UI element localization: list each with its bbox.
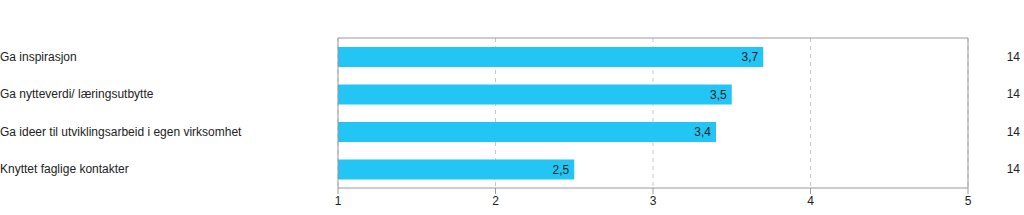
svg-text:2,5: 2,5 <box>553 163 570 177</box>
svg-text:3,7: 3,7 <box>742 50 759 64</box>
svg-text:14: 14 <box>1007 162 1016 176</box>
svg-text:1: 1 <box>335 194 342 208</box>
svg-text:14: 14 <box>1007 125 1016 139</box>
svg-text:Ga nytteverdi/ læringsutbytte: Ga nytteverdi/ læringsutbytte <box>8 87 154 101</box>
svg-text:14: 14 <box>1007 50 1016 64</box>
svg-text:Ga ideer til utviklingsarbeid: Ga ideer til utviklingsarbeid i egen vir… <box>8 125 242 139</box>
svg-text:4: 4 <box>807 194 814 208</box>
svg-text:2: 2 <box>492 194 499 208</box>
svg-text:Knyttet faglige kontakter: Knyttet faglige kontakter <box>8 162 129 176</box>
svg-text:Ga inspirasjon: Ga inspirasjon <box>8 50 77 64</box>
svg-text:14: 14 <box>1007 87 1016 101</box>
svg-text:3,5: 3,5 <box>710 88 727 102</box>
svg-text:3,4: 3,4 <box>694 125 711 139</box>
svg-text:3: 3 <box>650 194 657 208</box>
svg-text:5: 5 <box>965 194 972 208</box>
